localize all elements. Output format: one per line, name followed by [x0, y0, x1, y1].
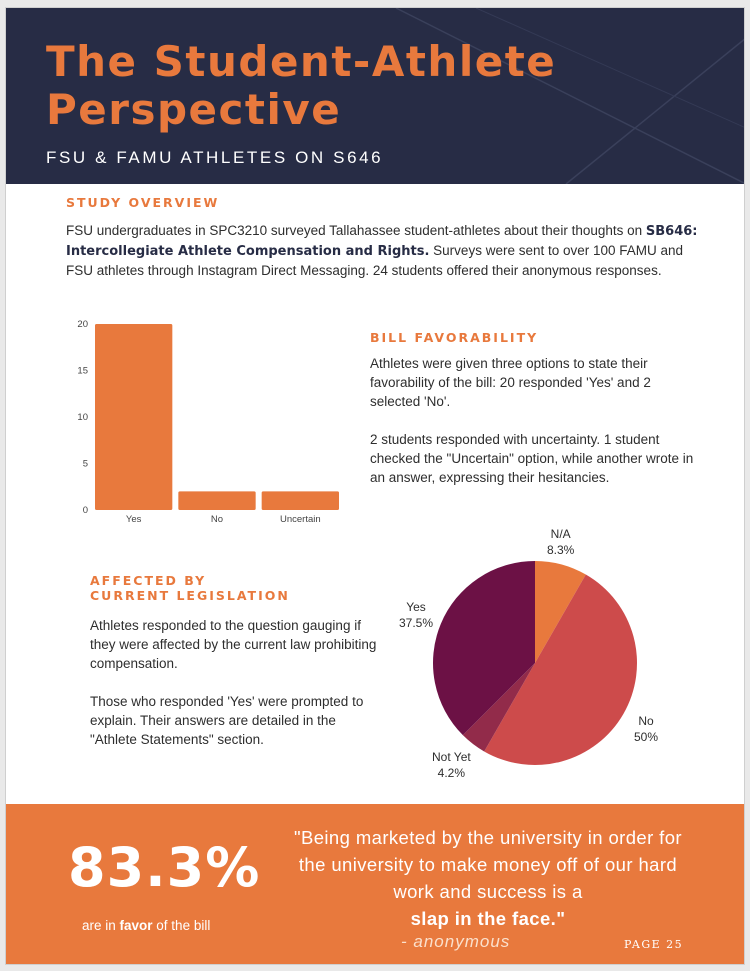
page-number: PAGE 25 [624, 938, 684, 951]
pie-label-na: N/A 8.3% [547, 526, 574, 558]
favor-stat-caption: are in favor of the bill [82, 918, 210, 933]
y-tick-label: 0 [83, 505, 88, 516]
bar-chart: 0 5 10 15 20 Yes No Uncertain [77, 319, 339, 524]
pie-label-na-name: N/A [550, 527, 571, 541]
bill-favorability-heading: BILL FAVORABILITY [370, 330, 539, 345]
study-overview-text: FSU undergraduates in SPC3210 surveyed T… [66, 221, 698, 280]
y-tick-label: 20 [77, 319, 88, 330]
favor-stat: 83.3% [68, 836, 261, 899]
pie-label-yes: Yes 37.5% [399, 599, 433, 631]
y-tick-label: 15 [77, 366, 88, 377]
caption-post: of the bill [152, 918, 211, 933]
bar-no [178, 491, 256, 510]
bill-favorability-para-2: 2 students responded with uncertainty. 1… [370, 432, 694, 485]
study-overview-heading: STUDY OVERVIEW [66, 195, 220, 210]
pie-label-na-pct: 8.3% [547, 543, 575, 557]
x-tick-label: Uncertain [280, 514, 321, 524]
bar-uncertain [261, 491, 339, 510]
affected-para-2: Those who responded 'Yes' were prompted … [90, 694, 364, 747]
quote-text: "Being marketed by the university in ord… [294, 827, 682, 902]
affected-heading-line-1: AFFECTED BY [90, 573, 207, 588]
bill-name: SB646: Intercollegiate Athlete Compensat… [66, 224, 698, 259]
pie-slice-yes [433, 561, 535, 736]
caption-bold: favor [119, 918, 153, 933]
affected-text: Athletes responded to the question gaugi… [90, 616, 380, 749]
header-decoration [395, 8, 744, 184]
pie-label-not-yet-name: Not Yet [432, 750, 471, 764]
quote-bold: slap in the face." [410, 908, 566, 929]
bill-favorability-text: Athletes were given three options to sta… [370, 354, 700, 487]
pie-slice-n-a [535, 561, 586, 663]
quote-attribution: - anonymous [401, 932, 511, 951]
pie-label-no: No 50% [634, 713, 658, 745]
title-line-2: Perspective [46, 85, 342, 134]
x-tick-label: No [211, 514, 223, 524]
y-tick-label: 10 [77, 412, 88, 423]
x-tick-label: Yes [126, 514, 142, 524]
bill-favorability-para-1: Athletes were given three options to sta… [370, 356, 651, 409]
title-line-1: The Student-Athlete [46, 37, 557, 86]
athlete-quote: "Being marketed by the university in ord… [278, 824, 698, 932]
page-subtitle: FSU & FAMU ATHLETES ON S646 [46, 148, 384, 167]
pie-label-no-name: No [638, 714, 654, 728]
caption-pre: are in [82, 918, 120, 933]
affected-heading-line-2: CURRENT LEGISLATION [90, 588, 290, 603]
footer-banner: 83.3% are in favor of the bill "Being ma… [6, 804, 744, 964]
pie-label-not-yet: Not Yet 4.2% [432, 749, 471, 781]
page: The Student-Athlete Perspective FSU & FA… [5, 7, 745, 965]
bar-yes [95, 324, 173, 510]
pie-chart [433, 561, 637, 765]
study-overview-text-2: Surveys were sent to over 100 FAMU and F… [66, 243, 684, 278]
pie-slice-not-yet [462, 663, 535, 752]
pie-label-not-yet-pct: 4.2% [437, 766, 466, 780]
pie-label-yes-name: Yes [406, 600, 426, 614]
affected-heading: AFFECTED BY CURRENT LEGISLATION [90, 573, 290, 603]
pie-slice-no [484, 574, 637, 765]
header-banner: The Student-Athlete Perspective FSU & FA… [6, 8, 744, 184]
pie-label-yes-pct: 37.5% [399, 616, 434, 630]
pie-label-no-pct: 50% [634, 730, 659, 744]
affected-para-1: Athletes responded to the question gaugi… [90, 618, 377, 671]
page-title: The Student-Athlete Perspective [46, 38, 556, 134]
study-overview-text-1: FSU undergraduates in SPC3210 surveyed T… [66, 223, 646, 238]
y-tick-label: 5 [83, 459, 88, 470]
